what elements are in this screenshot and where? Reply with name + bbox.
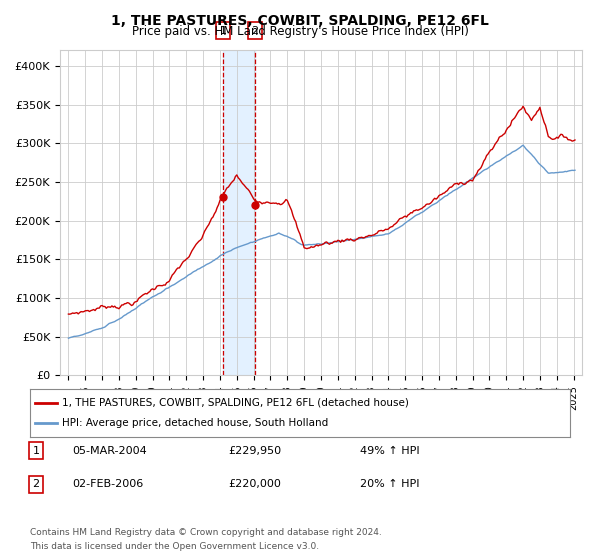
Bar: [223, 50, 255, 375]
Text: £229,950: £229,950: [228, 446, 281, 456]
Text: 2: 2: [32, 479, 40, 489]
Text: 49% ↑ HPI: 49% ↑ HPI: [360, 446, 419, 456]
Text: HPI: Average price, detached house, South Holland: HPI: Average price, detached house, Sout…: [62, 418, 329, 428]
Text: £220,000: £220,000: [228, 479, 281, 489]
Text: Contains HM Land Registry data © Crown copyright and database right 2024.: Contains HM Land Registry data © Crown c…: [30, 528, 382, 537]
Text: 05-MAR-2004: 05-MAR-2004: [72, 446, 147, 456]
Text: 1: 1: [32, 446, 40, 456]
Text: 02-FEB-2006: 02-FEB-2006: [72, 479, 143, 489]
Text: 2: 2: [251, 26, 259, 36]
Text: 1: 1: [220, 26, 226, 36]
Text: This data is licensed under the Open Government Licence v3.0.: This data is licensed under the Open Gov…: [30, 542, 319, 551]
Text: Price paid vs. HM Land Registry's House Price Index (HPI): Price paid vs. HM Land Registry's House …: [131, 25, 469, 38]
Text: 1, THE PASTURES, COWBIT, SPALDING, PE12 6FL: 1, THE PASTURES, COWBIT, SPALDING, PE12 …: [111, 14, 489, 28]
Text: 1, THE PASTURES, COWBIT, SPALDING, PE12 6FL (detached house): 1, THE PASTURES, COWBIT, SPALDING, PE12 …: [62, 398, 409, 408]
Text: 20% ↑ HPI: 20% ↑ HPI: [360, 479, 419, 489]
